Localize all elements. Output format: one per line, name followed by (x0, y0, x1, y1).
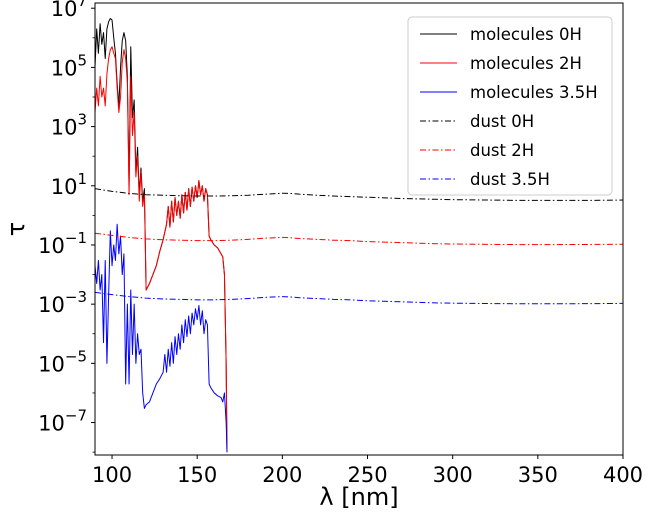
legend-label: dust 0H (470, 112, 534, 131)
x-tick-label: 400 (603, 463, 643, 487)
legend-box (407, 16, 613, 196)
legend-label: molecules 3.5H (470, 83, 598, 102)
y-tick-label: 10−5 (38, 347, 87, 376)
series-line-2 (95, 223, 228, 453)
y-tick-label: 107 (51, 0, 87, 21)
legend-label: molecules 2H (470, 54, 582, 73)
legend-label: molecules 0H (470, 25, 582, 44)
y-axis-label: τ (2, 222, 30, 236)
y-tick-label: 103 (51, 111, 87, 140)
x-tick-label: 100 (92, 463, 132, 487)
y-tick-label: 105 (51, 51, 87, 80)
x-tick-label: 150 (177, 463, 217, 487)
series-line-1 (95, 46, 228, 453)
x-tick-label: 250 (347, 463, 387, 487)
y-axis: 10−7 10−5 10−3 10−1 101 103 105 107 (38, 0, 95, 453)
legend: molecules 0H molecules 2H molecules 3.5H du… (407, 16, 613, 196)
x-tick-label: 200 (262, 463, 302, 487)
x-tick-label: 350 (518, 463, 558, 487)
y-tick-label: 10−1 (38, 229, 87, 258)
y-tick-label: 101 (51, 170, 87, 199)
y-tick-label: 10−7 (38, 407, 87, 436)
x-tick-label: 300 (433, 463, 473, 487)
x-axis: 100 150 200 250 300 350 400 (92, 455, 643, 487)
series-line-3 (95, 188, 623, 201)
y-tick-label: 10−3 (38, 288, 87, 317)
plot-frame (94, 2, 624, 456)
series-line-5 (95, 291, 623, 305)
series-layer (95, 17, 623, 453)
series-line-4 (95, 232, 623, 246)
series-line-0 (95, 17, 228, 453)
legend-label: dust 2H (470, 141, 534, 160)
legend-label: dust 3.5H (470, 170, 550, 189)
x-axis-label: λ [nm] (319, 483, 398, 511)
